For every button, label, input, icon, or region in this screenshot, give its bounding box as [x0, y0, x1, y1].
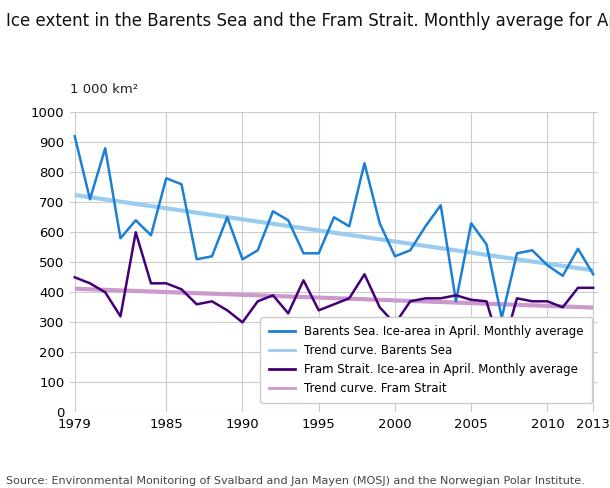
Text: 1 000 km²: 1 000 km²: [70, 83, 138, 96]
Legend: Barents Sea. Ice-area in April. Monthly average, Trend curve. Barents Sea, Fram : Barents Sea. Ice-area in April. Monthly …: [260, 317, 592, 404]
Text: Ice extent in the Barents Sea and the Fram Strait. Monthly average for April: Ice extent in the Barents Sea and the Fr…: [6, 12, 610, 30]
Text: Source: Environmental Monitoring of Svalbard and Jan Mayen (MOSJ) and the Norweg: Source: Environmental Monitoring of Sval…: [6, 476, 585, 486]
